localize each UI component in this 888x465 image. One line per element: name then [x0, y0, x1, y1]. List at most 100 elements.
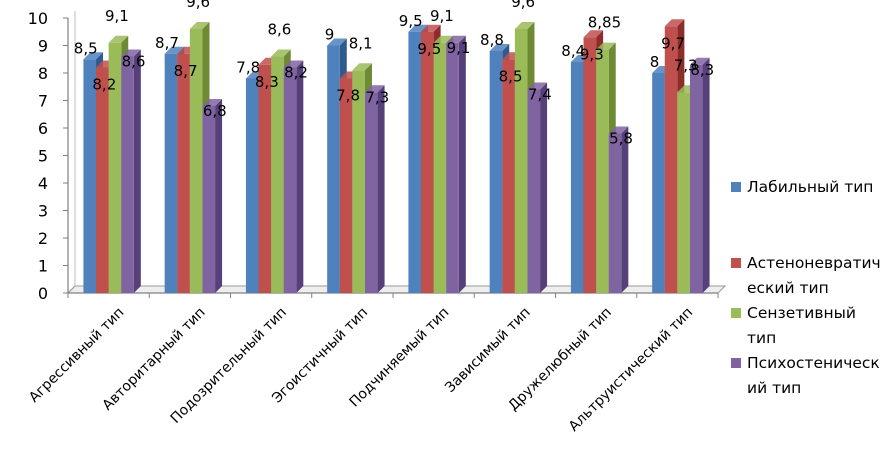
data-label: 6,8 — [203, 102, 227, 120]
bar — [96, 67, 109, 293]
bar-side — [621, 126, 629, 293]
data-label: 7,8 — [336, 87, 360, 105]
bar — [527, 89, 541, 293]
data-label: 8,1 — [349, 34, 373, 52]
bar — [583, 37, 597, 293]
bar-top — [283, 60, 304, 68]
bar — [502, 59, 515, 293]
bar — [177, 53, 190, 293]
data-label: 8,2 — [284, 64, 308, 82]
bar — [652, 73, 665, 293]
bar-top — [408, 24, 429, 32]
bar — [202, 106, 216, 293]
bar — [108, 42, 122, 293]
bar-top — [202, 99, 223, 106]
bar-top — [689, 57, 710, 65]
bar — [258, 64, 272, 293]
bar-top — [83, 52, 104, 60]
data-label: 7,3 — [365, 88, 389, 106]
data-label: 8,6 — [122, 53, 146, 71]
y-tick-label: 0 — [38, 284, 48, 303]
bar-top — [608, 126, 629, 134]
bar — [489, 51, 503, 293]
bar-side — [296, 60, 304, 293]
data-label: 8,6 — [267, 21, 291, 39]
data-label: 8 — [650, 53, 660, 71]
data-label: 8,7 — [174, 62, 198, 80]
data-label: 9,6 — [511, 0, 535, 11]
bar — [327, 45, 340, 293]
bar-side — [377, 85, 385, 293]
y-tick-label: 6 — [38, 119, 48, 138]
data-label: 8,3 — [690, 61, 714, 79]
bar-top — [327, 38, 347, 46]
y-tick-label: 10 — [28, 9, 48, 28]
data-label: 9,5 — [399, 12, 423, 30]
bar-side — [702, 57, 710, 293]
legend-swatch — [731, 182, 741, 192]
bar — [689, 64, 703, 293]
legend-label: ий тип — [747, 379, 801, 397]
legend-label: Сензетивный — [747, 304, 856, 322]
y-tick-label: 3 — [38, 202, 48, 221]
legend-swatch — [731, 358, 741, 368]
bar — [408, 31, 422, 293]
bar-top — [352, 63, 372, 71]
bar — [514, 29, 528, 293]
data-label: 7,8 — [236, 59, 260, 77]
bar-top — [108, 35, 129, 43]
bar — [271, 56, 284, 293]
legend-label: тип — [747, 329, 776, 347]
bar — [83, 59, 97, 293]
y-tick-label: 5 — [38, 147, 48, 166]
legend-label: Астеноневратич — [747, 254, 881, 272]
bar-side — [458, 35, 466, 293]
x-category-label: Зависимый тип — [442, 305, 533, 396]
data-label: 8,3 — [255, 73, 279, 91]
bar-top — [489, 44, 510, 51]
legend-label: Лабильный тип — [747, 178, 873, 196]
data-label: 8,8 — [480, 31, 504, 49]
bar — [364, 92, 378, 293]
data-label: 9,1 — [105, 7, 129, 25]
floor-corner-edge — [67, 285, 76, 294]
data-label: 9 — [325, 26, 335, 44]
bar-top — [446, 35, 466, 43]
data-label: 8,85 — [588, 14, 621, 32]
bar — [121, 56, 134, 293]
y-tick-label: 8 — [38, 64, 48, 83]
bar-top — [364, 85, 385, 93]
y-tick-label: 9 — [38, 37, 48, 56]
bar-top — [583, 30, 604, 38]
data-label: 8,7 — [155, 34, 179, 52]
bar — [283, 67, 297, 293]
data-label: 9,3 — [580, 45, 604, 63]
bar — [245, 78, 259, 293]
bar — [352, 70, 365, 293]
y-tick-label: 4 — [38, 174, 48, 193]
data-label: 9,5 — [417, 40, 441, 58]
bar-top — [514, 22, 535, 29]
data-label: 9,1 — [430, 7, 454, 25]
y-tick-label: 1 — [38, 257, 48, 276]
bar — [570, 62, 584, 293]
data-label: 8,4 — [561, 42, 585, 60]
bar-top — [189, 22, 210, 29]
bar — [664, 26, 678, 293]
bar — [189, 29, 203, 293]
legend-swatch — [731, 258, 741, 268]
bar — [433, 42, 447, 293]
bar-side — [215, 99, 223, 293]
data-label: 7,4 — [528, 86, 552, 104]
bar — [164, 53, 178, 293]
bar — [677, 92, 690, 293]
bar — [339, 78, 353, 293]
bar-top — [121, 49, 141, 57]
data-label: 8,2 — [92, 76, 116, 94]
data-label: 8,5 — [499, 67, 523, 85]
bar-top — [596, 42, 616, 50]
bar-top — [421, 24, 441, 32]
bar-top — [664, 19, 685, 27]
